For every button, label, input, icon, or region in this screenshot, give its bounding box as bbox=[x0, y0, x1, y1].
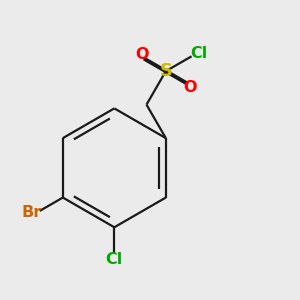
Text: Cl: Cl bbox=[106, 253, 123, 268]
Text: Br: Br bbox=[21, 205, 41, 220]
Text: Cl: Cl bbox=[190, 46, 208, 62]
Text: O: O bbox=[135, 47, 148, 62]
Text: S: S bbox=[159, 62, 172, 80]
Text: O: O bbox=[183, 80, 197, 95]
